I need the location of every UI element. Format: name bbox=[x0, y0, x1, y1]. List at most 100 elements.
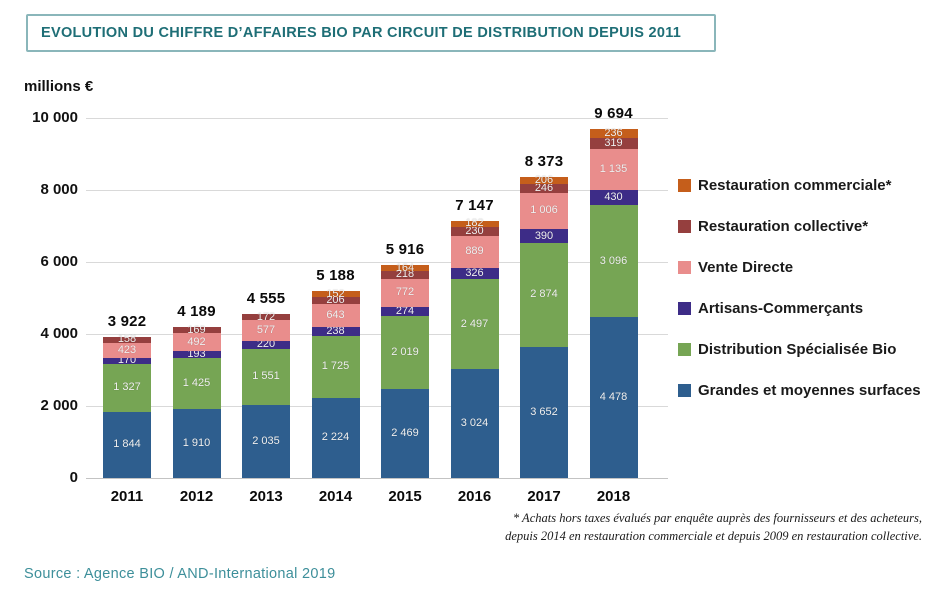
bar-segment-value: 230 bbox=[465, 224, 484, 237]
bar-total-label-2011: 3 922 bbox=[107, 312, 147, 330]
bar-segment-value: 218 bbox=[395, 268, 415, 281]
bar-segment-2011-distribution-sp-cialis-e-bio: 1 327 bbox=[103, 363, 151, 412]
gridline-4000 bbox=[86, 334, 668, 335]
bar-2014: 2 224 1 725 238 643 206 152 bbox=[311, 288, 360, 478]
bar-segment-2014-distribution-sp-cialis-e-bio: 1 725 bbox=[311, 335, 360, 398]
bar-segment-value: 577 bbox=[256, 324, 276, 337]
chart-title: EVOLUTION DU CHIFFRE D’AFFAIRES BIO PAR … bbox=[41, 25, 682, 41]
bar-segment-2017-restauration-collective: 246 bbox=[520, 181, 568, 194]
bar-segment-value: 220 bbox=[256, 338, 276, 351]
bar-segment-value: 172 bbox=[256, 310, 276, 323]
bar-segment-2015-restauration-collective: 218 bbox=[381, 268, 429, 281]
bar-segment-value: 889 bbox=[465, 245, 484, 258]
bar-segment-2015-vente-directe: 772 bbox=[381, 278, 429, 307]
bar-segment-2012-restauration-collective: 169 bbox=[172, 324, 221, 335]
bar-segment-2018-artisans-commer-ants: 430 bbox=[589, 189, 638, 206]
bar-segment-2017-restauration-commerciale: 206 bbox=[520, 173, 568, 186]
x-axis-label-2013: 2013 bbox=[249, 488, 283, 505]
bar-2015: 2 469 2 019 274 772 218 164 bbox=[381, 262, 429, 478]
x-axis-label-2012: 2012 bbox=[179, 488, 214, 505]
bar-segment-2013-grandes-et-moyennes-surfaces: 2 035 bbox=[242, 404, 290, 478]
bar-2016: 3 024 2 497 326 889 230 182 bbox=[450, 218, 499, 478]
bar-segment-2017-vente-directe: 1 006 bbox=[520, 192, 568, 230]
x-axis-label-2014: 2014 bbox=[318, 488, 353, 505]
legend-label: Restauration commerciale* bbox=[698, 176, 892, 194]
bar-segment-value: 1 425 bbox=[182, 377, 211, 390]
legend-item-grandes-et-moyennes-surfaces: Grandes et moyennes surfaces bbox=[678, 378, 921, 402]
bar-segment-value: 170 bbox=[117, 354, 137, 367]
bar-segment-value: 274 bbox=[395, 305, 415, 318]
source-text: Source : Agence BIO / AND-International … bbox=[24, 566, 336, 582]
bar-segment-value: 1 551 bbox=[252, 370, 280, 383]
bar-segment-value: 1 725 bbox=[321, 360, 350, 373]
gridline-6000 bbox=[86, 262, 668, 263]
bar-segment-value: 390 bbox=[534, 229, 554, 242]
bar-total-label-2014: 5 188 bbox=[316, 267, 355, 285]
bar-segment-2014-vente-directe: 643 bbox=[311, 304, 360, 328]
legend-swatch-icon bbox=[678, 260, 691, 274]
legend-swatch-icon bbox=[678, 219, 691, 233]
legend-label: Restauration collective* bbox=[698, 217, 869, 235]
legend-item-artisans-commer-ants: Artisans-Commerçants bbox=[678, 296, 921, 320]
bar-segment-value: 643 bbox=[326, 309, 345, 322]
bar-segment-value: 319 bbox=[604, 136, 623, 149]
legend-swatch-icon bbox=[678, 301, 691, 315]
y-axis-title: millions € bbox=[24, 78, 94, 95]
bar-segment-2011-grandes-et-moyennes-surfaces: 1 844 bbox=[103, 411, 151, 478]
bar-segment-2014-restauration-collective: 206 bbox=[311, 294, 360, 305]
legend-swatch-icon bbox=[678, 178, 691, 192]
bar-segment-2015-distribution-sp-cialis-e-bio: 2 019 bbox=[381, 316, 429, 390]
footnote-line-2: depuis 2014 en restauration commerciale … bbox=[505, 529, 922, 543]
bar-segment-value: 246 bbox=[534, 181, 554, 194]
bar-segment-value: 492 bbox=[187, 335, 206, 348]
bar-segment-2013-artisans-commer-ants: 220 bbox=[242, 338, 290, 351]
bar-2017: 3 652 2 874 390 1 006 246 206 bbox=[520, 173, 568, 478]
bar-segment-2015-grandes-et-moyennes-surfaces: 2 469 bbox=[381, 389, 429, 478]
bar-2018: 4 478 3 096 430 1 135 319 236 bbox=[589, 126, 638, 478]
bar-total-label-2013: 4 555 bbox=[246, 290, 286, 308]
bar-total-label-2015: 5 916 bbox=[385, 241, 425, 259]
gridline-0 bbox=[86, 478, 668, 479]
bar-total-label-2016: 7 147 bbox=[455, 196, 494, 214]
bar-segment-2016-artisans-commer-ants: 326 bbox=[450, 266, 499, 280]
bar-segment-2015-artisans-commer-ants: 274 bbox=[381, 305, 429, 318]
bar-segment-2011-artisans-commer-ants: 170 bbox=[103, 354, 151, 367]
gridline-10000 bbox=[86, 118, 668, 119]
x-axis-label-2015: 2015 bbox=[388, 488, 422, 505]
bar-segment-value: 236 bbox=[604, 126, 623, 139]
legend-item-distribution-sp-cialis-e-bio: Distribution Spécialisée Bio bbox=[678, 337, 921, 361]
legend-label: Artisans-Commerçants bbox=[698, 299, 864, 317]
legend: Restauration commerciale* Restauration co… bbox=[678, 173, 921, 402]
y-axis-tick-label: 10 000 bbox=[32, 109, 78, 126]
legend-label: Vente Directe bbox=[698, 258, 794, 276]
footnote-line-1: * Achats hors taxes évalués par enquête … bbox=[512, 511, 922, 525]
bar-segment-2016-restauration-collective: 230 bbox=[450, 224, 499, 237]
bar-segment-value: 193 bbox=[187, 347, 206, 360]
bar-segment-value: 158 bbox=[117, 333, 137, 346]
bar-segment-2012-distribution-sp-cialis-e-bio: 1 425 bbox=[172, 357, 221, 410]
legend-swatch-icon bbox=[678, 383, 691, 397]
bar-segment-value: 4 478 bbox=[599, 390, 628, 403]
legend-label: Distribution Spécialisée Bio bbox=[698, 340, 897, 358]
y-axis-tick-label: 2 000 bbox=[40, 397, 78, 414]
bar-total-label-2018: 9 694 bbox=[594, 105, 633, 123]
y-axis-tick-label: 6 000 bbox=[40, 253, 78, 270]
legend-swatch-icon bbox=[678, 342, 691, 356]
bar-total-label-2012: 4 189 bbox=[177, 303, 216, 321]
bar-segment-value: 1 844 bbox=[113, 438, 141, 451]
bar-segment-2016-vente-directe: 889 bbox=[450, 235, 499, 268]
bar-segment-value: 430 bbox=[604, 191, 623, 204]
bar-segment-value: 2 019 bbox=[391, 346, 419, 359]
bar-segment-value: 3 024 bbox=[460, 417, 489, 430]
bar-segment-value: 772 bbox=[395, 286, 415, 299]
bar-segment-value: 238 bbox=[326, 325, 345, 338]
bar-segment-value: 206 bbox=[534, 173, 554, 186]
bar-segment-2018-restauration-commerciale: 236 bbox=[589, 126, 638, 139]
bar-segment-value: 2 497 bbox=[460, 317, 489, 330]
bar-segment-2015-restauration-commerciale: 164 bbox=[381, 262, 429, 273]
bar-segment-value: 326 bbox=[465, 266, 484, 279]
bar-segment-value: 1 327 bbox=[113, 381, 141, 394]
bar-segment-value: 2 469 bbox=[391, 427, 419, 440]
bar-segment-2014-restauration-commerciale: 152 bbox=[311, 288, 360, 299]
